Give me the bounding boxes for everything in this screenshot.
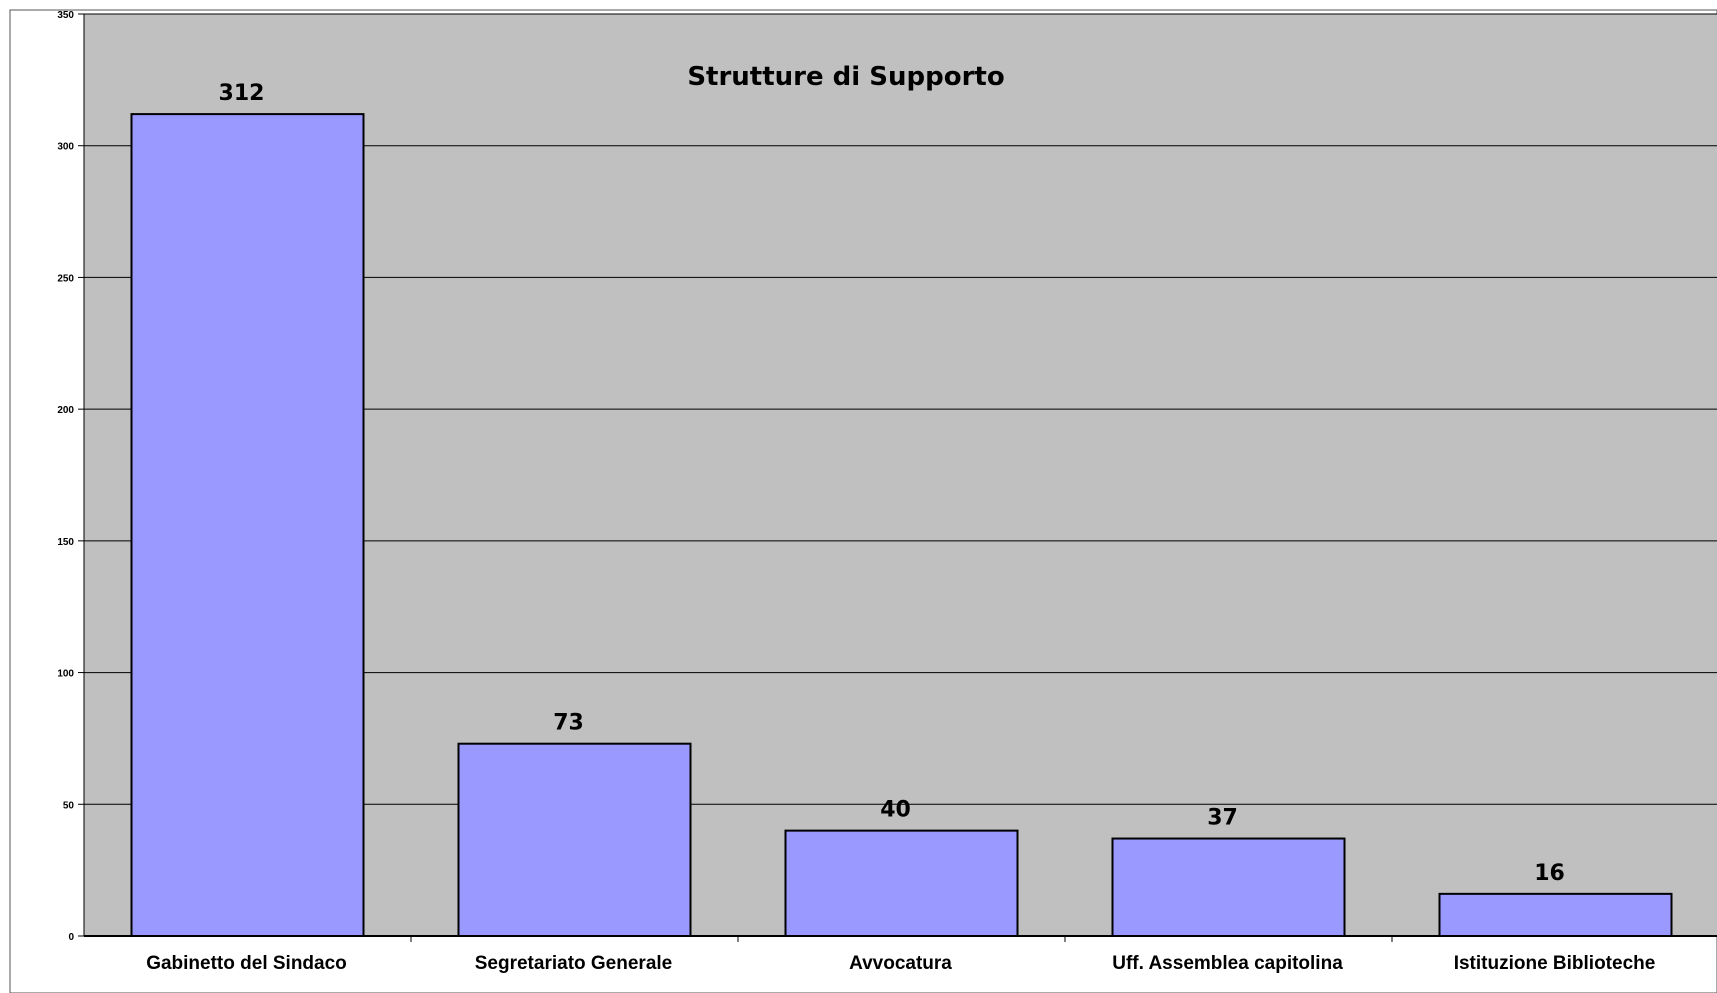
x-category-label: Istituzione Biblioteche	[1454, 953, 1656, 974]
x-category-label: Segretariato Generale	[475, 953, 672, 974]
bar	[457, 742, 692, 937]
data-label: 37	[1207, 806, 1238, 831]
x-category-label: Uff. Assemblea capitolina	[1112, 953, 1343, 974]
chart-title: Strutture di Supporto	[687, 62, 1004, 92]
data-label: 16	[1534, 861, 1565, 886]
y-tick-label: 100	[57, 669, 74, 680]
y-tick-label: 200	[57, 405, 74, 416]
y-tick-label: 50	[63, 800, 75, 811]
bar	[1111, 837, 1346, 938]
y-tick-label: 250	[57, 273, 74, 284]
x-category-label: Avvocatura	[849, 953, 952, 974]
data-labels: 312 73 40 37 16	[219, 81, 1565, 886]
bar	[784, 829, 1019, 938]
bar	[1438, 892, 1673, 938]
bars	[130, 113, 1673, 938]
data-label: 312	[219, 81, 265, 106]
x-category-label: Gabinetto del Sindaco	[146, 953, 347, 974]
data-label: 73	[553, 711, 584, 736]
y-tick-label: 300	[57, 142, 74, 153]
y-tick-label: 150	[57, 537, 74, 548]
data-label: 40	[880, 798, 911, 823]
y-tick-label: 350	[57, 10, 74, 21]
y-tick-label: 0	[68, 932, 74, 943]
bar	[130, 113, 365, 938]
